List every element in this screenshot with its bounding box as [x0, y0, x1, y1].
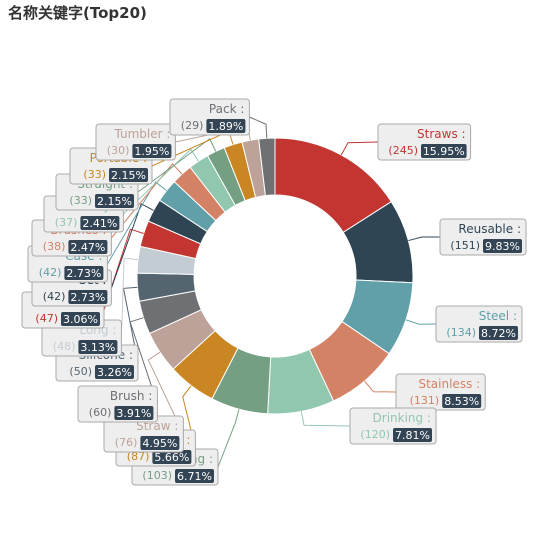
label-percent: 2.15%	[97, 195, 132, 208]
percent-badge	[95, 365, 134, 379]
label-percent: 15.95%	[423, 145, 465, 158]
label-name: Reusable :	[458, 222, 521, 236]
slice-label-long: Long :(48) 3.13%	[41, 319, 122, 357]
label-percent: 8.72%	[481, 327, 516, 340]
slice-label-reusable: Reusable : (151) 9.83%	[439, 218, 527, 256]
leader-line-brushes	[111, 163, 183, 239]
label-percent: 7.81%	[395, 429, 430, 442]
label-name: Brush :	[110, 389, 153, 403]
label-percent: 1.95%	[134, 145, 169, 158]
percent-badge	[68, 240, 108, 254]
label-count: (76)	[115, 436, 138, 449]
labels-layer: Straws : (245) 15.95% Reusable : (151) 9.83% S…	[21, 98, 527, 486]
slice-label-pack: Pack : (29) 1.89%	[169, 98, 250, 136]
percent-badge	[442, 394, 482, 408]
label-count: (47)	[35, 312, 58, 325]
percent-badge	[421, 144, 467, 158]
label-count: (120)	[360, 428, 390, 441]
leader-line-set	[110, 203, 154, 289]
label-percent: 3.26%	[97, 366, 132, 379]
label-count: (33)	[83, 168, 106, 181]
label-percent: 3.13%	[80, 341, 115, 354]
label-name: Tumbler :	[113, 127, 170, 141]
label-count: (33)	[69, 194, 92, 207]
slice-label-straws: Straws : (245) 15.95%	[377, 123, 472, 161]
leader-line-straws	[340, 141, 379, 156]
leader-line-steel	[405, 319, 437, 325]
label-count: (245)	[388, 144, 418, 157]
leader-line-reusable	[408, 236, 441, 242]
leader-line-straight	[137, 137, 217, 193]
percent-badge	[393, 428, 432, 442]
label-count: (131)	[410, 394, 440, 407]
label-percent: 2.73%	[70, 291, 105, 304]
label-name: Steel :	[479, 309, 517, 323]
percent-badge	[152, 450, 192, 464]
label-percent: 2.15%	[111, 169, 146, 182]
label-count: (134)	[446, 326, 476, 339]
leader-line-case	[106, 181, 167, 265]
label-percent: 4.95%	[142, 437, 177, 450]
percent-badge	[80, 216, 120, 230]
label-count: (60)	[89, 406, 112, 419]
label-name: Drinking :	[373, 411, 431, 425]
label-percent: 2.73%	[66, 267, 101, 280]
leader-line-straw	[147, 351, 184, 435]
slice-pack[interactable]	[258, 137, 276, 197]
percent-badge	[132, 144, 172, 158]
label-percent: 8.53%	[444, 395, 479, 408]
slice-label-tumbler: Tumbler : (30) 1.95%	[95, 123, 176, 161]
leader-line-sturdy	[123, 148, 199, 215]
label-percent: 3.91%	[116, 407, 151, 420]
leader-line-cleaning	[217, 409, 240, 468]
label-percent: 3.06%	[63, 313, 98, 326]
percent-badge	[61, 312, 100, 326]
percent-badge	[175, 469, 214, 483]
percent-badge	[140, 436, 180, 450]
label-count: (29)	[181, 119, 204, 132]
label-percent: 9.83%	[485, 240, 520, 253]
percent-badge	[483, 239, 522, 253]
slice-label-brush: Brush : (60) 3.91%	[77, 385, 158, 423]
leader-line-long	[120, 257, 139, 339]
percent-badge	[64, 266, 104, 280]
label-count: (37)	[55, 216, 78, 229]
label-count: (87)	[127, 450, 150, 463]
label-count: (103)	[142, 469, 172, 482]
label-count: (38)	[43, 240, 66, 253]
label-percent: 6.71%	[177, 470, 212, 483]
slice-label-drinking: Drinking : (120) 7.81%	[349, 407, 437, 445]
label-percent: 1.89%	[208, 120, 243, 133]
label-percent: 2.41%	[82, 217, 117, 230]
percent-badge	[479, 326, 518, 340]
label-count: (48)	[53, 340, 76, 353]
label-name: Stainless :	[418, 377, 480, 391]
label-name: Pack :	[209, 102, 244, 116]
slice-label-steel: Steel :(134) 8.72%	[435, 305, 523, 343]
leader-line-drinking	[300, 411, 351, 427]
label-count: (151)	[450, 239, 480, 252]
percent-badge	[78, 340, 118, 354]
leader-line-stainless	[364, 380, 397, 393]
label-count: (30)	[107, 144, 130, 157]
slice-label-straw: Straw :(76) 4.95%	[103, 415, 184, 453]
label-count: (42)	[43, 290, 66, 303]
label-percent: 2.47%	[70, 241, 105, 254]
label-name: Straws :	[417, 127, 466, 141]
percent-badge	[206, 119, 246, 133]
chart-title: 名称关键字(Top20)	[8, 4, 147, 22]
leader-line-pack	[249, 116, 268, 139]
percent-badge	[114, 406, 154, 420]
slices-layer	[136, 137, 414, 415]
label-percent: 5.66%	[154, 451, 189, 464]
percent-badge	[68, 290, 108, 304]
percent-badge	[95, 194, 134, 208]
slice-label-stainless: Stainless : (131) 8.53%	[395, 373, 486, 411]
label-count: (50)	[69, 365, 92, 378]
label-count: (42)	[39, 266, 62, 279]
percent-badge	[109, 168, 148, 182]
